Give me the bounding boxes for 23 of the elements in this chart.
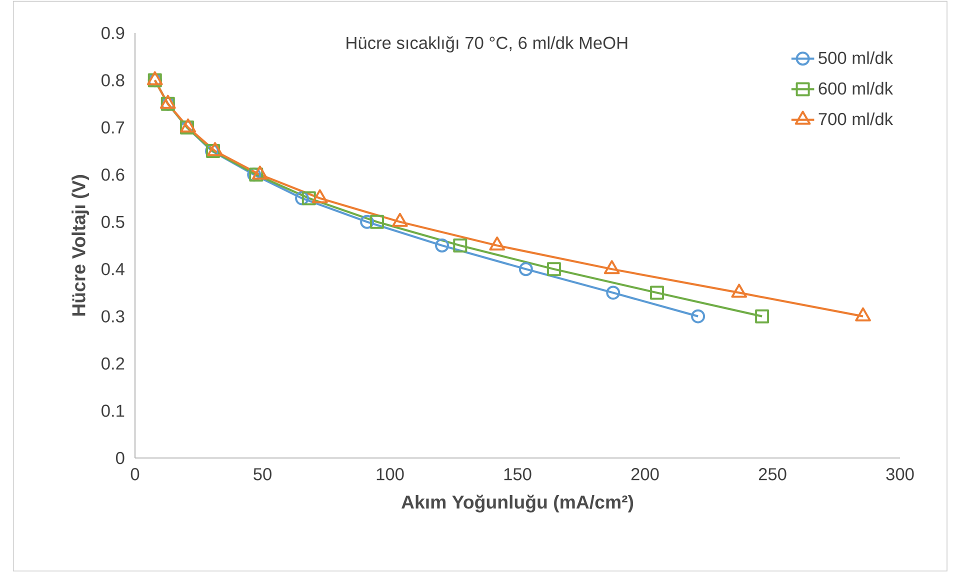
- y-tick-label: 0.2: [102, 357, 124, 370]
- legend-label: 700 ml/dk: [818, 112, 894, 126]
- x-tick-label: 0: [130, 468, 140, 480]
- y-tick-label: 0.8: [102, 74, 124, 86]
- y-tick-label: 0.1: [102, 404, 124, 417]
- x-tick-label: 150: [504, 468, 532, 480]
- x-tick-label: 100: [376, 468, 404, 480]
- chart-title: Hücre sıcaklığı 70 °C, 6 ml/dk MeOH: [346, 36, 628, 52]
- x-tick-label: 300: [886, 468, 914, 480]
- y-tick-label: 0: [116, 452, 124, 464]
- y-tick-label: 0.3: [102, 310, 124, 322]
- y-tick-label: 0.5: [102, 216, 124, 228]
- x-tick-label: 200: [631, 468, 659, 480]
- y-tick-label: 0.9: [102, 26, 124, 40]
- x-tick-label: 50: [254, 468, 272, 480]
- legend-label: 600 ml/dk: [818, 82, 894, 95]
- y-tick-label: 0.4: [102, 262, 124, 276]
- legend-label: 500 ml/dk: [818, 51, 894, 64]
- x-axis-title: Akım Yoğunluğu (mA/cm²): [401, 494, 634, 512]
- x-tick-label: 250: [758, 468, 786, 480]
- y-tick-label: 0.6: [102, 168, 124, 181]
- y-axis-title: Hücre Voltajı (V): [72, 175, 90, 316]
- y-tick-label: 0.7: [102, 121, 124, 134]
